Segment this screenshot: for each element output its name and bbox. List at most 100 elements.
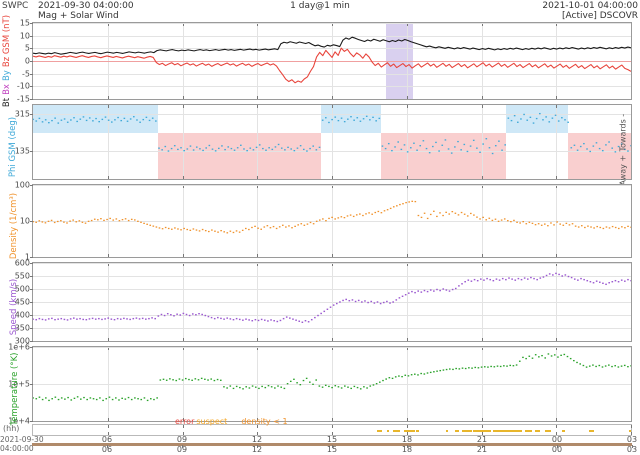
axis-tickmark bbox=[332, 445, 333, 448]
axis-tickmark bbox=[556, 185, 558, 188]
axis-tickmark bbox=[257, 418, 259, 421]
sector-band-towards bbox=[321, 105, 381, 133]
axis-tickmark bbox=[182, 425, 184, 428]
y-axis-tick-label: 400 bbox=[14, 310, 30, 320]
axis-tickmark bbox=[481, 105, 483, 108]
time-axis-label: 09 bbox=[176, 445, 188, 454]
axis-tickmark bbox=[257, 338, 259, 341]
speed-axis-title: Speed (km/s) bbox=[9, 278, 19, 336]
gridline-vertical bbox=[182, 105, 184, 179]
time-axis-label: 21 bbox=[476, 445, 488, 454]
time-axis-label: 00 bbox=[551, 445, 563, 454]
density-axis-title: Density (1/cm³) bbox=[9, 192, 19, 260]
axis-tickmark bbox=[182, 105, 184, 108]
axis-tickmark bbox=[556, 263, 558, 266]
y-axis-tick-label: 1e+4 bbox=[8, 416, 30, 426]
axis-tickmark bbox=[107, 96, 109, 99]
quality-flag-strip bbox=[32, 424, 632, 436]
axis-tickmark bbox=[182, 338, 184, 341]
start-time-label: 2021-09-30 04:00:00 bbox=[38, 1, 134, 11]
axis-tickmark bbox=[257, 432, 259, 435]
y-axis-tick-label: 0 bbox=[24, 56, 30, 66]
gridline-horizontal bbox=[33, 276, 631, 277]
agency-label: SWPC bbox=[2, 1, 29, 11]
axis-tickmark bbox=[182, 418, 184, 421]
suspect-flag-mark bbox=[544, 430, 551, 432]
density-plot-area bbox=[33, 185, 631, 257]
suspect-flag-mark bbox=[376, 430, 382, 432]
data-source-label: [Active] DSCOVR bbox=[562, 11, 638, 21]
axis-tickmark bbox=[481, 23, 483, 26]
y-axis-tick-label: 600 bbox=[14, 258, 30, 268]
suspect-flag-mark bbox=[535, 430, 541, 432]
axis-tickmark bbox=[557, 445, 558, 448]
time-axis-label: 03 bbox=[626, 435, 638, 444]
mag-axis-title-part-0: Bt bbox=[2, 97, 12, 108]
gridline-horizontal bbox=[33, 73, 631, 75]
axis-tickmark bbox=[556, 176, 558, 179]
gridline-vertical bbox=[257, 105, 259, 179]
y-axis-tick-label: 550 bbox=[14, 271, 30, 281]
y-axis-tick-label: 10 bbox=[19, 31, 30, 41]
phi-axis-title: Phi GSM (deg) bbox=[8, 116, 18, 178]
trace-speed bbox=[33, 272, 631, 323]
time-axis-label: 12 bbox=[251, 445, 263, 454]
gridline-horizontal bbox=[33, 86, 631, 88]
y-axis-tick-label: 100 bbox=[14, 180, 30, 190]
axis-tickmark bbox=[481, 254, 483, 257]
axis-tickmark bbox=[481, 418, 483, 421]
time-unit-label: (hh) bbox=[3, 424, 20, 433]
axis-tickmark bbox=[257, 96, 259, 99]
axis-tickmark bbox=[257, 347, 259, 350]
axis-tickmark bbox=[406, 338, 408, 341]
axis-tickmark bbox=[107, 338, 109, 341]
suspect-flag-mark bbox=[403, 430, 415, 432]
axis-tickmark bbox=[481, 347, 483, 350]
axis-tickmark bbox=[182, 254, 184, 257]
y-axis-tick-label: 1e+6 bbox=[8, 342, 30, 352]
axis-tickmark bbox=[406, 176, 408, 179]
sector-band-away bbox=[158, 132, 322, 179]
y-axis-tickmark bbox=[30, 263, 33, 264]
y-axis-tickmark bbox=[30, 421, 33, 422]
axis-tickmark bbox=[556, 105, 558, 108]
trace-phi-gsm bbox=[33, 112, 631, 155]
temperature-plot-area bbox=[33, 347, 631, 421]
axis-tickmark bbox=[482, 445, 483, 448]
axis-tickmark bbox=[406, 425, 408, 428]
y-axis-tickmark bbox=[30, 289, 33, 290]
panel-phi-gsm: 315 135 bbox=[15, 104, 632, 180]
suspect-flag-mark bbox=[387, 430, 390, 432]
gridline-horizontal bbox=[33, 384, 631, 385]
y-axis-tick-label: 1e+5 bbox=[8, 379, 30, 389]
plot-subtitle: Mag + Solar Wind bbox=[38, 11, 119, 21]
gridline-horizontal bbox=[33, 114, 631, 116]
y-axis-tickmark bbox=[30, 257, 33, 258]
sector-band-away bbox=[568, 132, 631, 179]
axis-tickmark bbox=[182, 263, 184, 266]
gridline-horizontal bbox=[33, 328, 631, 329]
time-axis-label: 06 bbox=[101, 435, 113, 444]
gridline-vertical bbox=[332, 105, 333, 179]
time-axis-label: 21 bbox=[476, 435, 488, 444]
y-axis-tickmark bbox=[30, 73, 33, 75]
y-axis-tick-label: 5 bbox=[24, 43, 30, 53]
axis-tickmark bbox=[332, 254, 333, 257]
suspect-flag-mark bbox=[392, 430, 401, 432]
y-axis-tick-label: 300 bbox=[14, 336, 30, 346]
y-axis-tick-label: 450 bbox=[14, 297, 30, 307]
axis-tickmark bbox=[407, 445, 408, 448]
time-range-label: 1 day@1 min bbox=[290, 1, 350, 11]
axis-start-time: 2021-09-30 04:00:00 bbox=[0, 435, 44, 453]
suspect-flag-mark bbox=[462, 430, 472, 432]
y-axis-tick-label: 1 bbox=[24, 252, 30, 262]
y-axis-tickmark bbox=[30, 35, 33, 37]
axis-tickmark bbox=[406, 263, 408, 266]
axis-tickmark bbox=[182, 432, 184, 435]
y-axis-tickmark bbox=[30, 384, 33, 385]
axis-tickmark bbox=[481, 425, 483, 428]
axis-tickmark bbox=[107, 23, 109, 26]
end-time-label: 2021-10-01 04:00:00 bbox=[542, 1, 638, 11]
axis-tickmark bbox=[257, 445, 258, 448]
axis-tickmark bbox=[332, 347, 333, 350]
